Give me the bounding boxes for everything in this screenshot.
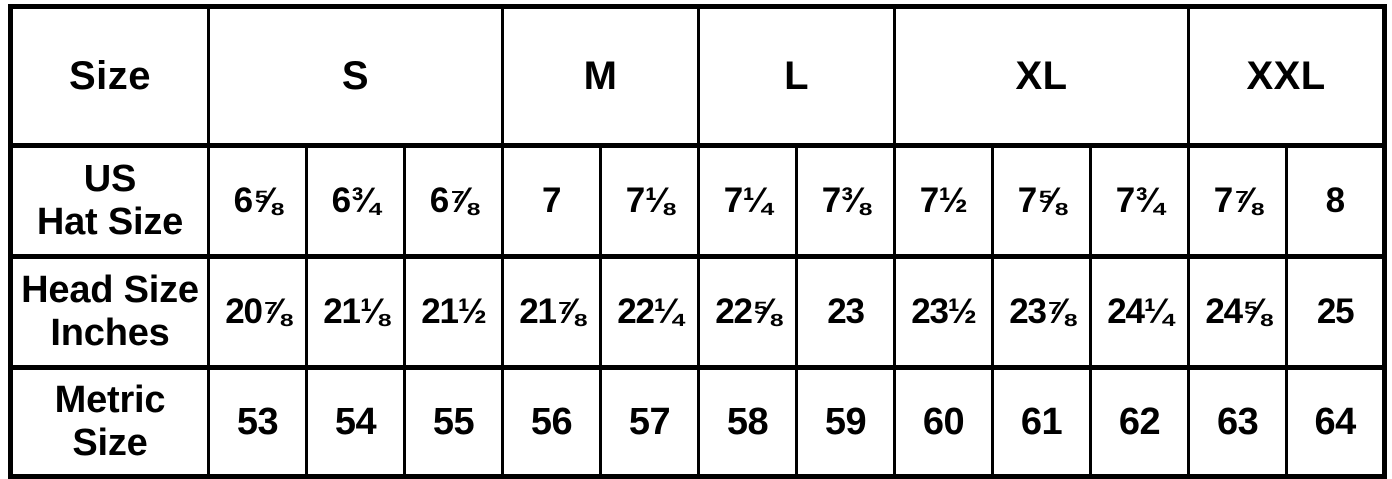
cell-metric-size: 55	[402, 365, 505, 479]
cell-us-hat-size: 7½	[893, 143, 995, 259]
hat-size-chart-table: Size S M L XL XXL US Hat Size 6⅝ 6¾ 6⅞ 7…	[8, 4, 1388, 479]
table-row-us-hat-size: US Hat Size 6⅝ 6¾ 6⅞ 7 7⅛ 7¼ 7⅜ 7½ 7⅝ 7¾…	[9, 143, 1387, 259]
cell-us-hat-size: 7⅜	[795, 143, 897, 259]
cell-head-size-inches: 21⅛	[305, 254, 406, 370]
cell-us-hat-size: 7⅛	[599, 143, 701, 259]
row-header-metric-size-line2: Size	[72, 422, 148, 464]
cell-head-size-inches: 23⅞	[991, 254, 1093, 370]
cell-head-size-inches: 20⅞	[207, 254, 308, 370]
cell-head-size-inches: 21½	[402, 254, 505, 370]
cell-metric-size: 64	[1285, 365, 1387, 479]
cell-head-size-inches: 23½	[893, 254, 995, 370]
row-header-metric-size-line1: Metric	[54, 379, 166, 422]
row-header-head-size-line2: Inches	[50, 312, 170, 354]
cell-us-hat-size: 7¼	[697, 143, 799, 259]
row-header-us-hat-size: US Hat Size	[9, 143, 210, 259]
size-group-s: S	[206, 4, 505, 148]
cell-us-hat-size: 8	[1285, 143, 1387, 259]
cell-head-size-inches: 24⅝	[1187, 254, 1289, 370]
cell-us-hat-size: 7⅞	[1187, 143, 1289, 259]
cell-head-size-inches: 25	[1285, 254, 1387, 370]
cell-metric-size: 60	[893, 365, 995, 479]
cell-head-size-inches: 22¼	[599, 254, 701, 370]
table-row-metric-size: Metric Size 53 54 55 56 57 58 59 60 61 6…	[9, 365, 1387, 479]
cell-metric-size: 57	[599, 365, 701, 479]
cell-metric-size: 58	[697, 365, 799, 479]
row-header-head-size-line1: Head Size	[21, 269, 199, 312]
cell-head-size-inches: 21⅞	[501, 254, 603, 370]
cell-metric-size: 54	[305, 365, 406, 479]
cell-us-hat-size: 7⅝	[991, 143, 1093, 259]
cell-metric-size: 53	[207, 365, 308, 479]
table-body: Size S M L XL XXL US Hat Size 6⅝ 6¾ 6⅞ 7…	[9, 4, 1387, 479]
cell-metric-size: 59	[795, 365, 897, 479]
size-group-l: L	[697, 4, 897, 148]
table-row-head-size-inches: Head Size Inches 20⅞ 21⅛ 21½ 21⅞ 22¼ 22⅝…	[9, 254, 1387, 370]
cell-us-hat-size: 6¾	[305, 143, 406, 259]
row-header-size: Size	[9, 4, 210, 148]
cell-us-hat-size: 7	[501, 143, 603, 259]
size-group-m: M	[501, 4, 701, 148]
cell-us-hat-size: 6⅝	[207, 143, 308, 259]
cell-head-size-inches: 22⅝	[697, 254, 799, 370]
cell-us-hat-size: 7¾	[1089, 143, 1191, 259]
row-header-head-size-inches: Head Size Inches	[9, 254, 210, 370]
row-header-us-hat-size-line1: US	[83, 158, 137, 201]
size-group-xl: XL	[893, 4, 1191, 148]
size-chart-container: Size S M L XL XXL US Hat Size 6⅝ 6¾ 6⅞ 7…	[8, 4, 1388, 479]
row-header-metric-size: Metric Size	[9, 365, 210, 479]
cell-head-size-inches: 23	[795, 254, 897, 370]
cell-metric-size: 56	[501, 365, 603, 479]
cell-us-hat-size: 6⅞	[402, 143, 505, 259]
cell-metric-size: 61	[991, 365, 1093, 479]
cell-metric-size: 63	[1187, 365, 1289, 479]
row-header-us-hat-size-line2: Hat Size	[36, 201, 184, 243]
table-row-size-groups: Size S M L XL XXL	[9, 4, 1387, 148]
cell-head-size-inches: 24¼	[1089, 254, 1191, 370]
cell-metric-size: 62	[1089, 365, 1191, 479]
size-group-xxl: XXL	[1187, 4, 1387, 148]
